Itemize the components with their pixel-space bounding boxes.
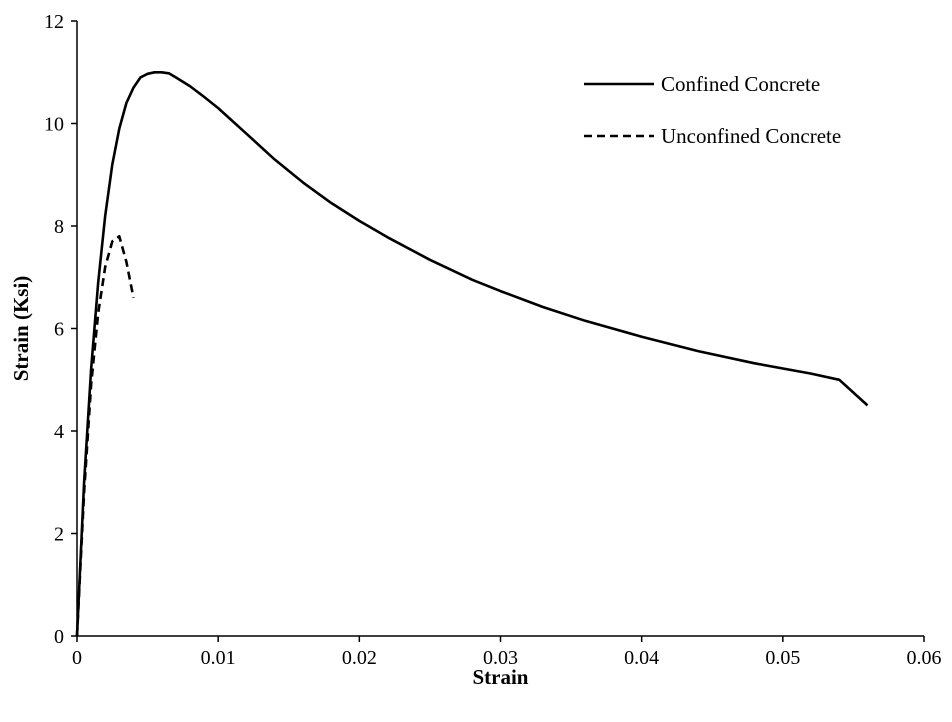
y-axis-title: Strain (Ksi) (9, 276, 33, 382)
y-tick-label: 10 (44, 114, 64, 136)
y-tick-label: 6 (54, 319, 64, 341)
y-tick-label: 2 (54, 524, 64, 546)
x-tick-label: 0.06 (907, 647, 942, 669)
x-tick-label: 0.05 (765, 647, 800, 669)
y-tick-label: 0 (54, 626, 64, 648)
x-ticks: 0 0.01 0.02 0.03 0.04 0.05 0.06 (72, 636, 942, 669)
y-ticks: 0 2 4 6 8 10 12 (44, 11, 77, 648)
legend: Confined Concrete Unconfined Concrete (584, 72, 841, 148)
series-layer (75, 71, 869, 637)
y-tick-label: 12 (44, 11, 64, 33)
axes (76, 21, 924, 637)
series-line-unconfined-concrete (75, 235, 135, 637)
x-tick-label: 0.03 (483, 647, 518, 669)
series-line-confined-concrete (75, 71, 869, 637)
y-tick-label: 4 (54, 421, 64, 443)
y-tick-label: 8 (54, 216, 64, 238)
x-tick-label: 0.01 (201, 647, 236, 669)
x-tick-label: 0.04 (624, 647, 659, 669)
legend-label: Confined Concrete (661, 72, 820, 96)
x-tick-label: 0 (72, 647, 82, 669)
legend-label: Unconfined Concrete (661, 124, 841, 148)
x-tick-label: 0.02 (342, 647, 377, 669)
x-axis-title: Strain (472, 665, 528, 689)
